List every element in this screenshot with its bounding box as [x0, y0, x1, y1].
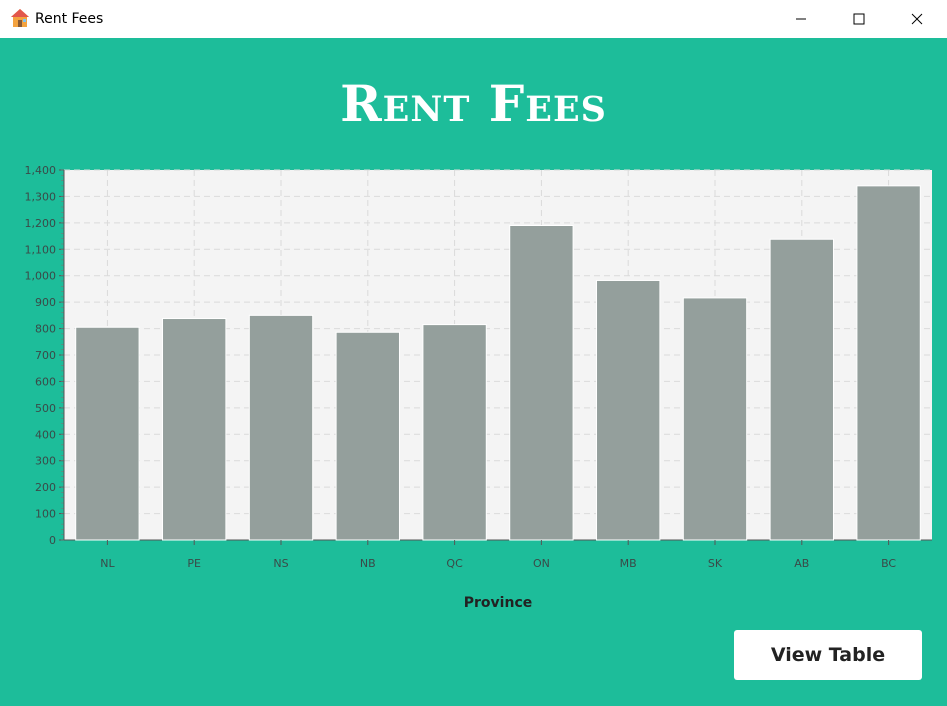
x-tick-label: NS	[273, 557, 288, 570]
bar-nb	[335, 331, 400, 541]
y-tick-label: 800	[35, 323, 56, 336]
x-tick-label: ON	[533, 557, 550, 570]
window-title: Rent Fees	[35, 11, 104, 27]
rent-fees-bar-chart: 0 100 200 300 400 500 600 700 800 900 1,000 1,100 1,…	[25, 164, 932, 611]
y-tick-label: 600	[35, 375, 56, 388]
y-tick-label: 200	[35, 481, 56, 494]
bar-pe	[162, 318, 227, 541]
maximize-icon	[853, 13, 865, 25]
bar-on	[509, 225, 574, 541]
close-button[interactable]	[888, 0, 946, 38]
bar-ab	[769, 238, 834, 541]
x-tick-label: NL	[100, 557, 115, 570]
y-tick-label: 100	[35, 508, 56, 521]
y-tick-label: 500	[35, 402, 56, 415]
y-tick-label: 900	[35, 296, 56, 309]
view-table-button[interactable]: View Table	[734, 630, 922, 680]
bar-nl	[75, 326, 140, 541]
house-icon	[11, 9, 29, 27]
bar-ns	[248, 314, 314, 541]
y-tick-label: 400	[35, 428, 56, 441]
y-tick-label: 700	[35, 349, 56, 362]
minimize-button[interactable]	[772, 0, 830, 38]
y-tick-label: 1,200	[25, 217, 57, 230]
page-title-text: Rent Fees	[340, 74, 607, 133]
x-tick-label: BC	[881, 557, 896, 570]
close-icon	[911, 13, 923, 25]
y-tick-label: 0	[49, 534, 56, 547]
bar-bc	[856, 185, 921, 541]
bar-mb	[596, 279, 661, 541]
minimize-icon	[796, 18, 806, 20]
title-bar: Rent Fees	[0, 0, 947, 38]
x-tick-label: AB	[794, 557, 809, 570]
x-tick-label: MB	[620, 557, 637, 570]
bar-qc	[422, 324, 487, 541]
y-tick-label: 1,000	[25, 270, 57, 283]
x-tick-label: NB	[360, 557, 376, 570]
y-tick-label: 1,400	[25, 164, 57, 177]
y-tick-label: 1,300	[25, 190, 57, 203]
x-tick-label: SK	[708, 557, 723, 570]
x-axis-title: Province	[464, 595, 532, 611]
page-title: Rent Fees	[0, 72, 947, 136]
bar-sk	[682, 297, 748, 541]
x-tick-label: PE	[187, 557, 201, 570]
maximize-button[interactable]	[830, 0, 888, 38]
x-tick-label: QC	[446, 557, 463, 570]
y-tick-label: 1,100	[25, 243, 57, 256]
y-tick-label: 300	[35, 455, 56, 468]
